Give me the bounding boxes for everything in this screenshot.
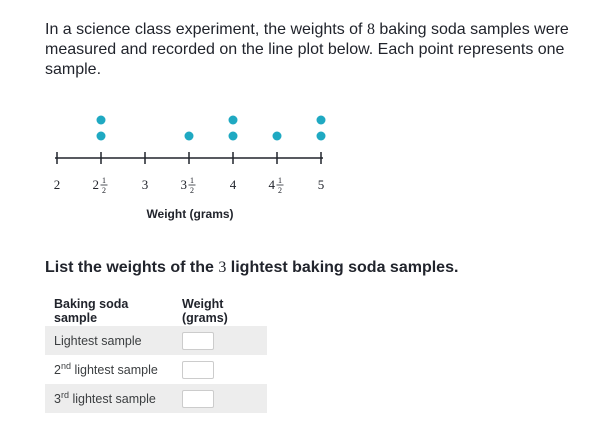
question-number: 3 bbox=[218, 259, 227, 276]
svg-text:2: 2 bbox=[102, 186, 106, 195]
tick-label: 4 bbox=[230, 177, 237, 192]
table-row: Lightest sample bbox=[45, 326, 267, 355]
second-lightest-weight-input[interactable] bbox=[182, 360, 214, 379]
header-sample: Baking soda sample bbox=[54, 297, 129, 325]
data-point bbox=[96, 131, 106, 141]
svg-text:1: 1 bbox=[190, 176, 194, 185]
data-point bbox=[272, 131, 282, 141]
intro-before: In a science class experiment, the weigh… bbox=[45, 21, 367, 38]
lightest-weight-input[interactable] bbox=[182, 331, 214, 350]
tick-label: 4 12 bbox=[269, 176, 284, 195]
question-before: List the weights of the bbox=[45, 259, 219, 276]
row-label-third: 3rd lightest sample bbox=[45, 384, 173, 413]
problem-text: In a science class experiment, the weigh… bbox=[45, 20, 575, 80]
question-after: lightest baking soda samples. bbox=[226, 259, 459, 276]
svg-text:2: 2 bbox=[278, 186, 282, 195]
question-text: List the weights of the 3 lightest bakin… bbox=[45, 258, 458, 278]
svg-text:5: 5 bbox=[318, 177, 325, 192]
tick-label: 2 12 bbox=[93, 176, 108, 195]
svg-text:4: 4 bbox=[230, 177, 237, 192]
tick-label: 5 bbox=[318, 177, 325, 192]
intro-after: baking soda samples were measured and re… bbox=[45, 21, 569, 78]
third-lightest-weight-input[interactable] bbox=[182, 389, 214, 408]
table-row: 3rd lightest sample bbox=[45, 384, 267, 413]
row-label-second: 2nd lightest sample bbox=[54, 361, 158, 378]
tick-label: 3 12 bbox=[181, 176, 196, 195]
svg-text:2: 2 bbox=[190, 186, 194, 195]
data-point bbox=[184, 131, 194, 141]
data-point bbox=[228, 115, 238, 125]
svg-text:2: 2 bbox=[54, 177, 61, 192]
data-points bbox=[96, 115, 326, 141]
x-axis-label: Weight (grams) bbox=[146, 207, 233, 221]
data-point bbox=[228, 131, 238, 141]
svg-text:1: 1 bbox=[278, 176, 282, 185]
data-point bbox=[96, 115, 106, 125]
line-plot: 2 2 12 3 3 12 4 4 12 5 Weight (grams) bbox=[54, 115, 326, 221]
data-point bbox=[316, 131, 326, 141]
svg-text:3: 3 bbox=[142, 177, 149, 192]
svg-text:1: 1 bbox=[102, 176, 106, 185]
answer-table: Baking soda sample Weight (grams) Lighte… bbox=[45, 296, 267, 413]
row-label-lightest: Lightest sample bbox=[45, 326, 173, 355]
tick-labels: 2 2 12 3 3 12 4 4 12 5 bbox=[54, 176, 325, 195]
svg-text:3: 3 bbox=[181, 177, 188, 192]
tick-marks bbox=[56, 152, 322, 164]
svg-text:4: 4 bbox=[269, 177, 276, 192]
tick-label: 3 bbox=[142, 177, 149, 192]
table-row: 2nd lightest sample bbox=[45, 355, 267, 384]
sample-count: 8 bbox=[366, 21, 375, 38]
table-header-row: Baking soda sample Weight (grams) bbox=[45, 296, 267, 326]
svg-text:2: 2 bbox=[93, 177, 100, 192]
header-weight: Weight (grams) bbox=[182, 297, 228, 325]
data-point bbox=[316, 115, 326, 125]
tick-label: 2 bbox=[54, 177, 61, 192]
